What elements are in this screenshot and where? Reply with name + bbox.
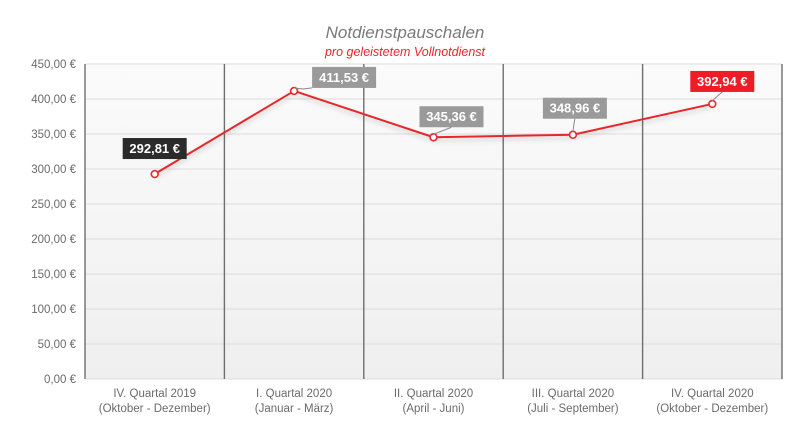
data-label-box — [122, 138, 187, 160]
y-gridlines — [85, 63, 782, 380]
label-leader-line — [572, 118, 576, 132]
y-tick-label: 300,00 € — [31, 164, 76, 176]
data-label-box — [542, 97, 607, 119]
y-tick-label: 200,00 € — [31, 234, 76, 246]
data-label-box — [312, 66, 377, 88]
y-tick-label: 250,00 € — [31, 199, 76, 211]
data-label: 348,96 € — [550, 101, 601, 116]
data-point — [150, 169, 159, 179]
data-label: 345,36 € — [426, 109, 477, 124]
y-tick-label: 100,00 € — [31, 304, 76, 316]
chart-title: Notdienstpauschalen — [326, 23, 485, 42]
data-labels: 292,81 € 411,53 € 345,36 € 348,96 € 392,94 € — [122, 66, 755, 160]
x-tick-sublabel: (Juli - September) — [527, 403, 619, 415]
data-point — [708, 99, 717, 109]
x-tick-sublabel: (April - Juni) — [403, 403, 465, 415]
x-tick-label: IV. Quartal 2019 — [113, 388, 196, 400]
data-label: 411,53 € — [319, 70, 369, 85]
chart-subtitle: pro geleistetem Vollnotdienst — [324, 45, 486, 59]
data-label: 392,94 € — [697, 74, 748, 89]
y-tick-label: 350,00 € — [31, 129, 76, 141]
x-tick-label: II. Quartal 2020 — [394, 388, 473, 400]
label-leader-line — [294, 87, 313, 90]
data-label-box — [690, 70, 755, 92]
y-tick-label: 0,00 € — [44, 374, 77, 386]
y-tick-label: 150,00 € — [31, 269, 76, 281]
data-point — [289, 86, 299, 96]
y-tick-label: 50,00 € — [38, 339, 77, 351]
x-tick-sublabel: (Oktober - Dezember) — [656, 403, 768, 415]
data-label: 292,81 € — [129, 141, 180, 156]
label-leader-line — [433, 126, 452, 135]
x-tick-label: I. Quartal 2020 — [256, 388, 332, 400]
y-tick-label: 400,00 € — [31, 94, 76, 106]
y-tick-label: 450,00 € — [31, 59, 76, 71]
data-point — [568, 130, 578, 139]
label-leader-line — [711, 91, 723, 102]
x-axis-ticks: IV. Quartal 2019 (Oktober - Dezember) I. Q… — [99, 388, 769, 415]
x-tick-sublabel: (Oktober - Dezember) — [99, 403, 211, 415]
x-tick-label: IV. Quartal 2020 — [671, 388, 754, 400]
data-label-box — [419, 106, 484, 128]
data-point — [429, 133, 438, 142]
series-line-group — [150, 86, 717, 179]
category-separators — [84, 64, 783, 379]
y-axis-ticks: 0,00 € 50,00 € 100,00 € 150,00 € 200,00 € 250… — [31, 59, 76, 386]
x-tick-sublabel: (Januar - März) — [255, 403, 334, 415]
x-tick-label: III. Quartal 2020 — [532, 388, 614, 400]
